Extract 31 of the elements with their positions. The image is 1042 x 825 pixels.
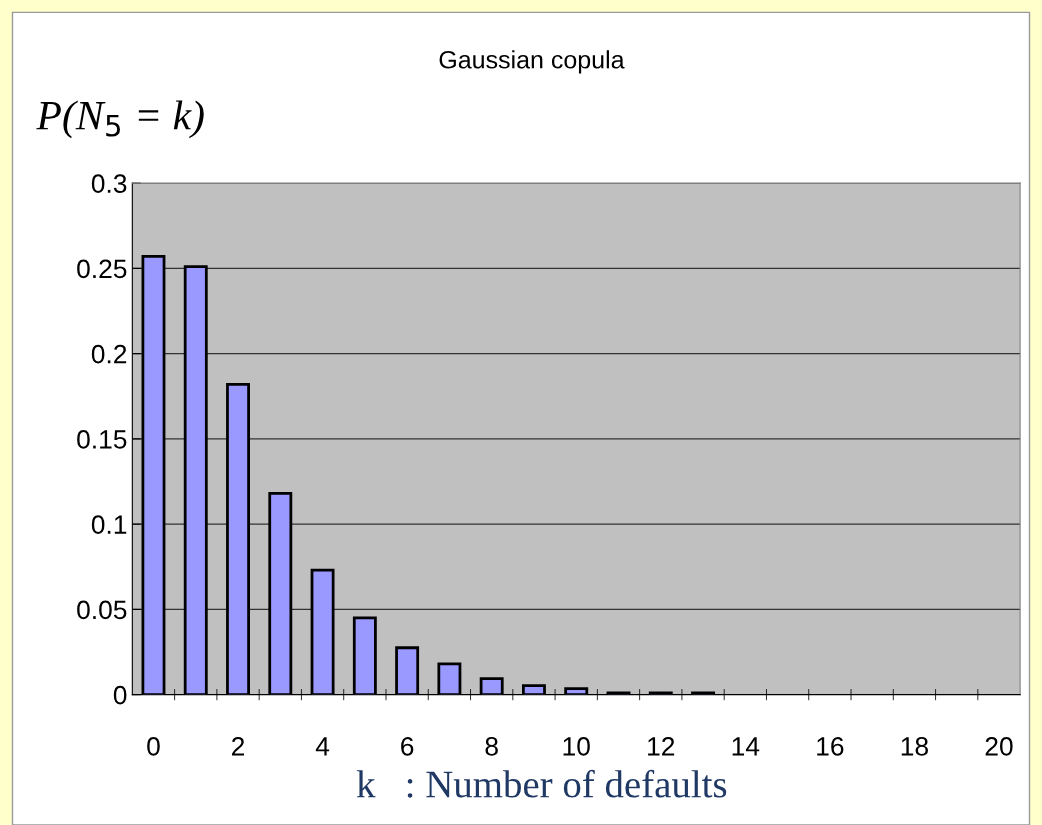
bar xyxy=(352,616,377,695)
y-tick-label: 0 xyxy=(113,685,127,705)
bar xyxy=(183,265,208,695)
y-tick-label: 0.25 xyxy=(77,259,127,279)
x-tick-label: 2 xyxy=(232,737,245,756)
y-tick-label: 0.15 xyxy=(77,430,127,449)
chart-title: Gaussian copula xyxy=(439,50,625,74)
x-tick-label: 16 xyxy=(817,737,844,756)
x-tick-label: 8 xyxy=(485,737,498,756)
bar xyxy=(521,684,546,695)
y-tick-label: 0.1 xyxy=(91,515,127,534)
x-tick-label: 18 xyxy=(901,737,928,756)
bar xyxy=(479,677,504,695)
x-axis-title: k : Number of defaults xyxy=(356,769,727,798)
bar xyxy=(268,492,293,695)
bar xyxy=(437,662,462,695)
x-tick-label: 0 xyxy=(147,737,160,756)
y-axis-title: P(N$_{5}$ = k) xyxy=(36,100,204,139)
bar xyxy=(310,568,335,695)
y-tick-label: 0.05 xyxy=(77,600,127,620)
x-tick-label: 14 xyxy=(732,737,760,756)
y-tick-label: 0.3 xyxy=(91,174,127,193)
x-tick-label: 4 xyxy=(315,737,330,756)
x-tick-label: 10 xyxy=(563,737,590,756)
bar xyxy=(564,687,589,695)
bar xyxy=(395,646,420,695)
bar xyxy=(226,382,250,695)
x-tick-label: 6 xyxy=(401,737,414,756)
x-tick-label: 20 xyxy=(985,737,1013,756)
y-tick-label: 0.2 xyxy=(91,344,127,364)
x-tick-label: 12 xyxy=(648,737,675,756)
